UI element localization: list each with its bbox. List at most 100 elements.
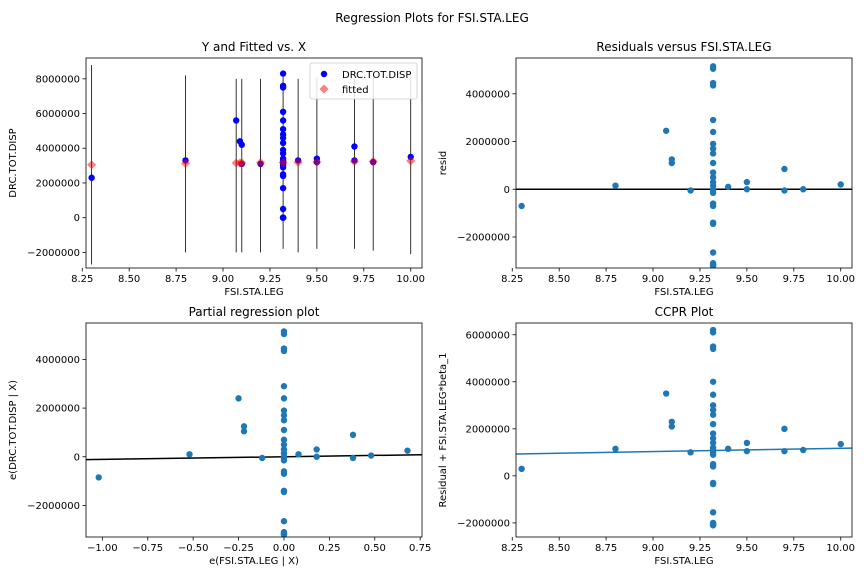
data-point (687, 449, 694, 456)
data-point (279, 164, 287, 171)
data-point (709, 82, 717, 89)
data-point (709, 189, 717, 197)
y-axis-label: e(DRC.TOT.DISP | X) (8, 380, 19, 480)
x-tick-label: 9.25 (689, 543, 711, 554)
data-point (280, 531, 288, 537)
legend-marker-observed (320, 70, 328, 78)
data-point (280, 412, 288, 419)
data-point (235, 395, 242, 402)
data-point (280, 407, 288, 414)
x-tick-label: 10.00 (396, 274, 425, 285)
data-point (709, 169, 717, 176)
y-tick-label: −2000000 (27, 501, 80, 512)
data-point (258, 454, 266, 462)
data-point (280, 383, 288, 390)
data-point (709, 116, 717, 124)
data-point (709, 378, 717, 385)
y-axis-label: Residual + FSI.STA.LEG*beta_1 (438, 352, 449, 507)
x-tick-label: 0.25 (318, 543, 340, 554)
x-tick-label: 9.25 (259, 274, 281, 285)
data-point (709, 65, 717, 72)
data-point (279, 150, 287, 157)
data-point (724, 445, 732, 453)
data-point (279, 84, 287, 91)
data-point (709, 391, 717, 398)
data-point (88, 174, 95, 181)
fitted-point (368, 156, 378, 166)
x-tick-label: 8.25 (71, 274, 93, 285)
fitted-point (293, 157, 303, 167)
x-tick-label: −1.00 (87, 543, 118, 554)
data-point (709, 140, 717, 148)
data-point (709, 406, 717, 414)
data-point (668, 159, 675, 167)
data-point (351, 143, 358, 150)
data-point (280, 347, 288, 355)
panel-y-and-fitted: 8.25 8.50 8.75 9.00 9.25 9.50 9.75 10.00 −200000… (8, 40, 425, 298)
data-point (743, 447, 751, 455)
fitted-point (87, 160, 97, 170)
x-tick-label: −0.75 (132, 543, 163, 554)
y-tick-label: 2000000 (465, 137, 510, 148)
panel-partial-regression: −1.00 −0.75 −0.50 −0.25 0.00 0.25 0.50 0.75 −200… (8, 305, 431, 567)
data-point (743, 178, 751, 186)
data-point (612, 445, 619, 453)
data-point (279, 139, 287, 147)
plot-frame (85, 57, 423, 269)
x-tick-label: 8.25 (501, 274, 523, 285)
panel-residuals: 8.25 8.50 8.75 9.00 9.25 9.50 9.75 10.00 −200000… (438, 40, 855, 298)
data-point (367, 452, 375, 459)
data-point (280, 436, 288, 443)
x-tick-label: 0.50 (364, 543, 386, 554)
data-point (709, 451, 717, 458)
data-point (280, 457, 288, 464)
x-tick-label: 9.75 (783, 543, 805, 554)
data-point (781, 425, 788, 433)
data-point (313, 453, 320, 460)
x-axis-label: FSI.STA.LEG (654, 287, 713, 298)
data-point (687, 187, 694, 194)
data-point (709, 411, 717, 418)
data-point (668, 418, 675, 425)
data-point (724, 183, 732, 191)
data-point (280, 488, 288, 496)
data-point (709, 150, 717, 157)
panel-title: Y and Fitted vs. X (201, 40, 306, 54)
x-tick-label: −0.25 (223, 543, 254, 554)
data-point (781, 165, 788, 173)
y-tick-label: 2000000 (465, 424, 510, 435)
panel-title: Partial regression plot (189, 305, 320, 319)
data-point (518, 465, 525, 473)
data-point (781, 447, 788, 455)
x-tick-label: 10.00 (826, 274, 855, 285)
data-point (709, 522, 717, 529)
data-point (240, 428, 248, 435)
data-point (709, 420, 717, 428)
plot-area (86, 328, 422, 537)
x-tick-label: 8.75 (165, 274, 187, 285)
data-point (709, 262, 717, 268)
data-point (799, 446, 807, 454)
x-tick-label: 9.75 (783, 274, 805, 285)
x-tick-label: 8.75 (595, 274, 617, 285)
data-point (799, 186, 807, 193)
data-point (709, 435, 717, 442)
y-tick-label: 6000000 (35, 109, 80, 120)
data-point (743, 439, 751, 447)
data-point (743, 186, 751, 193)
y-tick-label: −2000000 (457, 518, 510, 529)
x-tick-label: 9.00 (642, 274, 664, 285)
y-axis-label: resid (438, 151, 449, 175)
x-tick-label: 9.75 (353, 274, 375, 285)
data-point (280, 395, 288, 402)
data-point (709, 480, 717, 488)
data-point (280, 441, 288, 448)
x-tick-label: 0.00 (273, 543, 295, 554)
figure-suptitle: Regression Plots for FSI.STA.LEG (335, 11, 529, 25)
data-point (349, 454, 357, 462)
fitted-point (406, 156, 416, 166)
data-point (709, 329, 717, 336)
data-point (240, 423, 248, 430)
